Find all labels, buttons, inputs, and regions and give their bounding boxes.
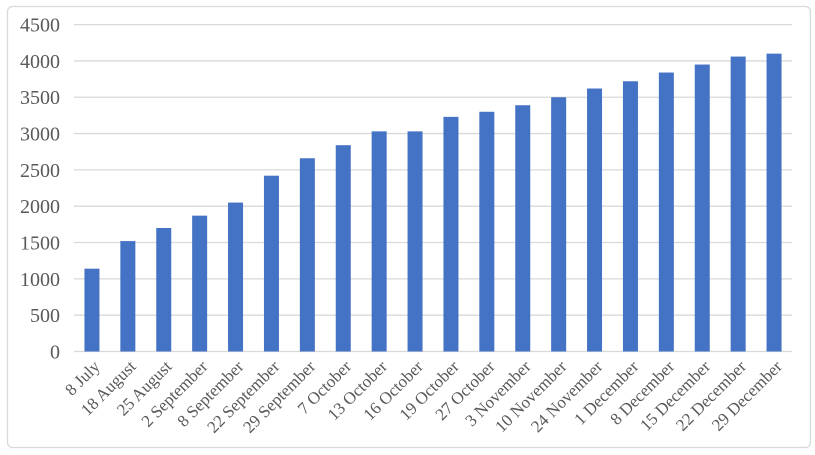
bar-19-october: [443, 116, 459, 352]
bar-29-december: [766, 53, 782, 352]
y-tick-label-1000: 1000: [20, 269, 60, 291]
bar-27-october: [479, 111, 495, 352]
bar-3-november: [515, 105, 531, 352]
bar-22-september: [263, 175, 279, 352]
y-tick-label-4500: 4500: [20, 15, 60, 37]
bar-15-december: [694, 64, 710, 352]
bar-2-september: [192, 215, 208, 352]
bar-22-december: [730, 56, 746, 352]
chart-border: [6, 5, 812, 449]
bar-29-september: [299, 158, 315, 352]
bar-8-december: [658, 72, 674, 352]
y-tick-label-1500: 1500: [20, 233, 60, 255]
y-tick-label-2000: 2000: [20, 196, 60, 218]
bar-8-july: [84, 268, 100, 352]
bar-25-august: [156, 228, 172, 352]
bar-7-october: [335, 145, 351, 352]
y-tick-label-2500: 2500: [20, 160, 60, 182]
bar-16-october: [407, 131, 423, 352]
bar-8-september: [228, 202, 244, 352]
bar-18-august: [120, 241, 136, 352]
bar-13-october: [371, 131, 387, 352]
bar-1-december: [622, 81, 638, 352]
bar-24-november: [587, 88, 603, 352]
y-tick-label-4000: 4000: [20, 51, 60, 73]
y-tick-label-0: 0: [50, 342, 60, 364]
y-tick-label-3000: 3000: [20, 124, 60, 146]
y-tick-label-500: 500: [30, 305, 60, 327]
bar-10-november: [551, 97, 567, 352]
y-tick-label-3500: 3500: [20, 87, 60, 109]
